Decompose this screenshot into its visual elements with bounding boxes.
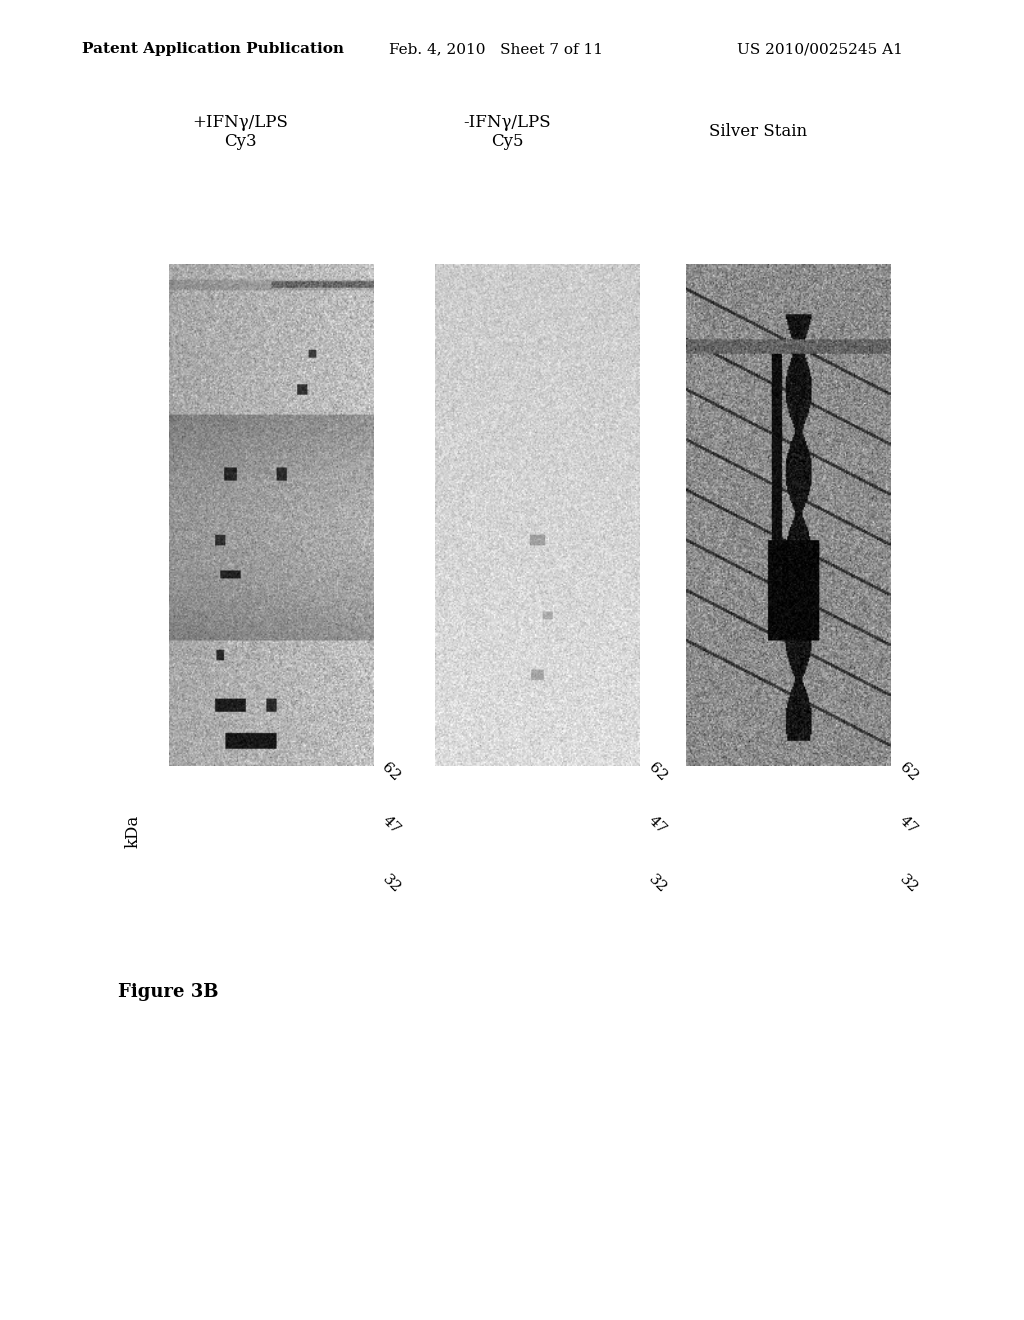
Text: kDa: kDa bbox=[125, 814, 141, 849]
Text: US 2010/0025245 A1: US 2010/0025245 A1 bbox=[737, 42, 903, 57]
Text: Feb. 4, 2010   Sheet 7 of 11: Feb. 4, 2010 Sheet 7 of 11 bbox=[389, 42, 603, 57]
Text: 32: 32 bbox=[645, 873, 670, 896]
Text: 32: 32 bbox=[379, 873, 403, 896]
Text: 32: 32 bbox=[896, 873, 921, 896]
Text: 62: 62 bbox=[645, 760, 670, 784]
Text: +IFNγ/LPS
Cy3: +IFNγ/LPS Cy3 bbox=[193, 114, 289, 150]
Text: 47: 47 bbox=[645, 813, 670, 837]
Text: 47: 47 bbox=[379, 813, 403, 837]
Text: 47: 47 bbox=[896, 813, 921, 837]
Text: -IFNγ/LPS
Cy5: -IFNγ/LPS Cy5 bbox=[463, 114, 551, 150]
Text: 62: 62 bbox=[896, 760, 921, 784]
Text: 62: 62 bbox=[379, 760, 403, 784]
Text: Figure 3B: Figure 3B bbox=[118, 983, 218, 1002]
Text: Patent Application Publication: Patent Application Publication bbox=[82, 42, 344, 57]
Text: Silver Stain: Silver Stain bbox=[709, 124, 807, 140]
